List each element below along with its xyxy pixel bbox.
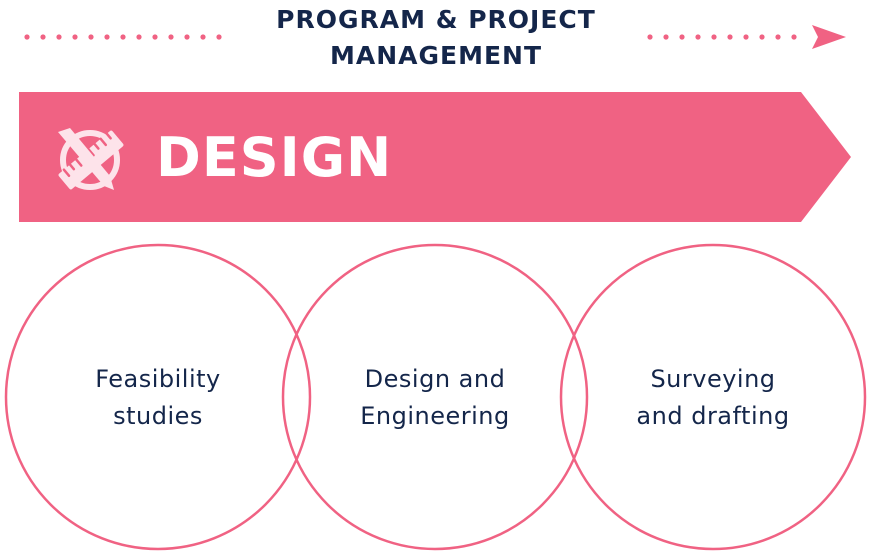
circle-label-feasibility: Feasibility studies xyxy=(38,361,278,435)
arrow-head-icon xyxy=(812,25,846,49)
circle-label-line: Surveying xyxy=(650,365,776,393)
title-line-2: MANAGEMENT xyxy=(329,41,543,70)
circle-surveying xyxy=(559,243,867,551)
design-banner-label: DESIGN xyxy=(156,126,393,189)
title-line-1: PROGRAM & PROJECT xyxy=(276,5,596,34)
compass-ruler-icon xyxy=(58,128,124,190)
circle-label-line: Design and xyxy=(364,365,506,393)
circle-label-design-engineering: Design and Engineering xyxy=(315,361,555,435)
circle-label-line: Feasibility xyxy=(95,365,221,393)
circle-label-line: studies xyxy=(113,402,203,430)
circle-label-line: and drafting xyxy=(636,402,790,430)
dotted-line-right xyxy=(647,34,797,40)
circle-label-line: Engineering xyxy=(360,402,510,430)
circle-label-surveying: Surveying and drafting xyxy=(593,361,833,435)
circle-feasibility xyxy=(4,243,312,551)
dotted-line-left xyxy=(24,34,222,40)
circle-design-engineering xyxy=(281,243,589,551)
design-banner xyxy=(19,92,851,222)
program-project-management-title: PROGRAM & PROJECT MANAGEMENT xyxy=(260,2,612,74)
